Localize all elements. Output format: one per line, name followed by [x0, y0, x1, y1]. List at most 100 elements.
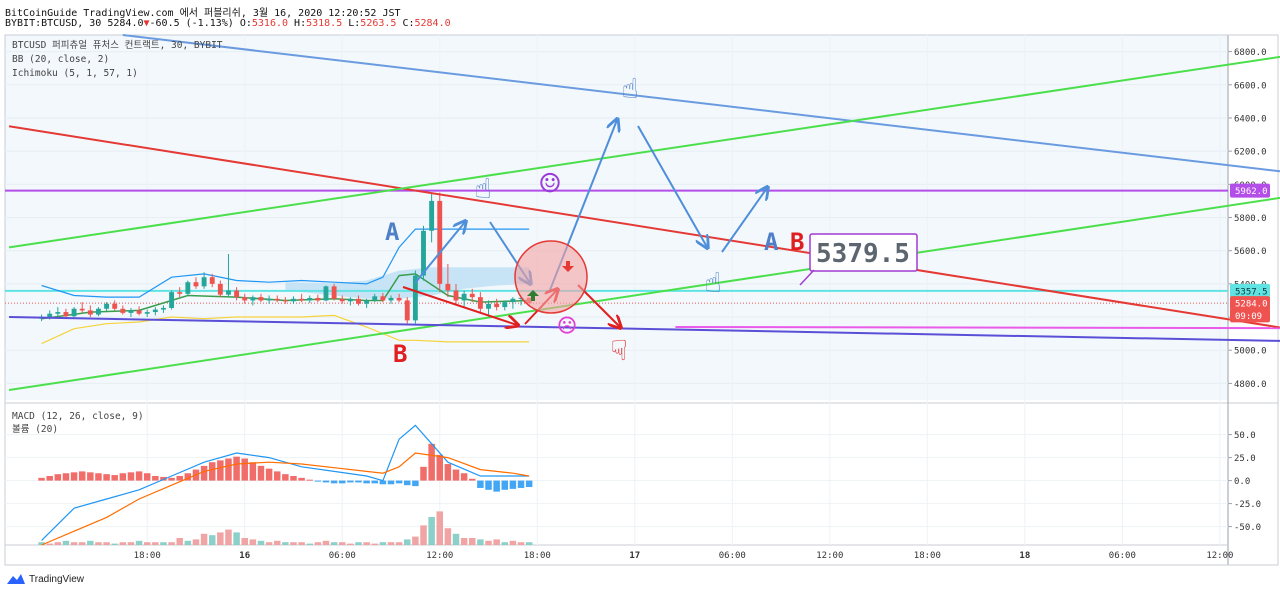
price-tick-label: 6200.0 — [1234, 148, 1267, 158]
price-legend-line: Ichimoku (5, 1, 57, 1) — [12, 68, 138, 79]
volume-bar — [87, 540, 94, 545]
time-tick-label: 18 — [1019, 551, 1030, 561]
time-tick-label: 18:00 — [524, 551, 551, 561]
publish-header-text: BitCoinGuide TradingView.com 에서 퍼블리쉬, 3월… — [5, 8, 401, 19]
macd-line — [41, 424, 530, 541]
macd-histogram-bar — [403, 480, 411, 486]
macd-histogram-bar — [95, 473, 102, 481]
macd-histogram-bar — [322, 480, 330, 483]
callout-pointer — [799, 269, 815, 286]
volume-bar — [371, 543, 378, 545]
volume-bar — [282, 542, 289, 545]
macd-histogram-bar — [379, 480, 387, 485]
price-axis-label: 5357.5 — [1235, 287, 1268, 297]
candle-body — [477, 297, 483, 309]
volume-bar — [403, 539, 411, 545]
macd-histogram-bar — [338, 480, 346, 484]
volume-bar — [338, 542, 346, 545]
macd-histogram-bar — [420, 466, 427, 481]
price-legend-line: BTCUSD 퍼피츄얼 퓨처스 컨트랙트, 30, BYBIT — [12, 39, 223, 51]
frown-icon: ☹ — [558, 309, 576, 344]
candle-body — [307, 297, 313, 301]
volume-bar — [412, 536, 419, 545]
macd-histogram-bar — [469, 478, 476, 481]
macd-histogram-bar — [517, 480, 525, 488]
macd-histogram-bar — [168, 477, 175, 481]
candle-body — [502, 302, 508, 308]
tradingview-logo-icon — [7, 574, 25, 584]
macd-signal-line — [41, 452, 530, 546]
macd-histogram-bar — [412, 480, 419, 487]
volume-bar — [160, 542, 167, 545]
time-tick-label: 12:00 — [426, 551, 453, 561]
volume-bar — [517, 542, 525, 545]
volume-bar — [241, 538, 248, 545]
macd-histogram-bar — [436, 454, 444, 481]
macd-histogram-bar — [200, 465, 208, 481]
macd-histogram-bar — [452, 469, 460, 481]
volume-bar — [444, 528, 452, 545]
price-tick-label: 5000.0 — [1234, 347, 1267, 357]
projection-arrow-blue — [637, 125, 707, 247]
macd-histogram-bar — [184, 473, 192, 481]
macd-histogram-bar — [176, 476, 183, 481]
macd-histogram-bar — [265, 468, 273, 481]
macd-histogram-bar — [273, 471, 281, 481]
hand-up-icon: ☝ — [705, 266, 722, 299]
volume-bar — [306, 543, 313, 545]
candle-body — [169, 292, 175, 308]
macd-histogram-bar — [330, 480, 338, 484]
volume-bar — [355, 542, 362, 545]
macd-histogram-bar — [257, 465, 265, 481]
volume-bar — [257, 540, 265, 545]
volume-bar — [428, 517, 435, 545]
last-price: 5284.0 — [107, 18, 144, 29]
volume-bar — [501, 542, 509, 545]
macd-histogram-bar — [152, 476, 159, 481]
candle-body — [372, 296, 378, 301]
volume-bar — [314, 542, 322, 545]
candle-body — [331, 286, 337, 299]
candle-body — [55, 312, 61, 314]
high-label: H: — [294, 18, 307, 29]
volume-legend: 볼륨 (20) — [12, 424, 58, 435]
macd-histogram-bar — [525, 480, 533, 488]
volume-bar — [176, 538, 183, 545]
macd-histogram-bar — [54, 474, 62, 481]
callout-value: 5379.5 — [816, 239, 910, 269]
candle-body — [128, 310, 134, 313]
time-tick-label: 18:00 — [134, 551, 161, 561]
macd-tick-label: -50.0 — [1234, 523, 1261, 533]
price-tick-label: 4800.0 — [1234, 380, 1267, 390]
smile-icon: ☺ — [540, 164, 561, 204]
candle-body — [356, 298, 361, 304]
macd-pane-bg — [5, 407, 1228, 545]
candle-body — [144, 312, 150, 314]
volume-bar — [70, 542, 78, 545]
label-a-right: A — [764, 228, 779, 256]
macd-histogram-bar — [371, 480, 378, 484]
macd-histogram-bar — [395, 480, 403, 484]
macd-histogram-bar — [208, 462, 216, 481]
tradingview-footer[interactable]: TradingView — [6, 573, 84, 585]
time-tick-label: 06:00 — [329, 551, 356, 561]
candle-body — [299, 298, 305, 301]
candle-body — [79, 308, 85, 311]
candle-body — [421, 230, 426, 276]
macd-histogram-bar — [46, 476, 53, 481]
hand-up-icon: ☝ — [622, 72, 639, 105]
time-tick-label: 06:00 — [1109, 551, 1136, 561]
callout-box — [809, 233, 918, 272]
candle-body — [412, 275, 418, 321]
candle-body — [63, 312, 69, 317]
volume-bar — [485, 540, 492, 545]
candle-body — [380, 296, 386, 301]
time-tick-label: 12:00 — [816, 551, 843, 561]
macd-histogram-bar — [290, 476, 297, 481]
candle-body — [161, 307, 166, 310]
volume-bar — [509, 540, 517, 545]
macd-histogram-bar — [78, 471, 86, 481]
candle-body — [445, 283, 451, 291]
low-label: L: — [348, 18, 361, 29]
macd-histogram-bar — [509, 480, 517, 489]
